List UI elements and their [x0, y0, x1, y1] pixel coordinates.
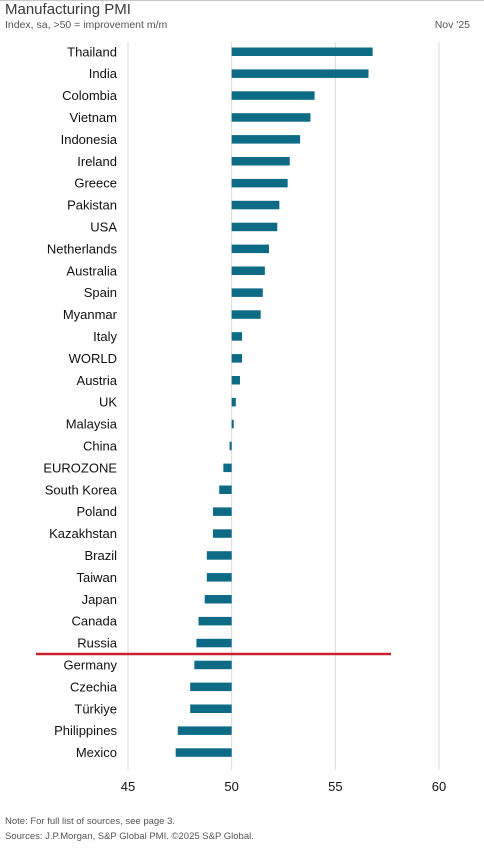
category-label: UK: [99, 395, 117, 410]
bar: [231, 47, 373, 56]
chart-title: Manufacturing PMI: [5, 1, 131, 18]
category-label: Russia: [77, 636, 118, 651]
category-label: Netherlands: [47, 241, 118, 256]
category-label: India: [89, 66, 118, 81]
bar: [175, 748, 232, 757]
bar: [204, 595, 232, 604]
bar: [196, 638, 232, 648]
bar: [190, 704, 232, 713]
bar: [223, 463, 232, 473]
category-label: Malaysia: [66, 417, 118, 432]
category-label: China: [83, 438, 118, 453]
category-label: Taiwan: [77, 570, 117, 585]
chart-subtitle: Index, sa, >50 = improvement m/m: [5, 19, 168, 31]
x-tick-label: 55: [328, 779, 342, 794]
bar: [231, 135, 301, 144]
bar: [231, 157, 290, 166]
x-axis-ticks: 45 50 55 60: [121, 779, 446, 794]
bar: [198, 616, 232, 626]
bar: [231, 222, 278, 232]
category-label: Pakistan: [67, 198, 117, 213]
category-label: Brazil: [84, 548, 117, 563]
category-label: Myanmar: [63, 307, 118, 322]
bar: [231, 376, 240, 385]
category-label: Spain: [84, 285, 117, 300]
bar: [190, 682, 232, 692]
category-label: WORLD: [69, 351, 117, 366]
x-tick-label: 45: [121, 779, 135, 794]
bar: [206, 551, 232, 560]
bar: [231, 178, 288, 188]
category-label: EUROZONE: [43, 460, 117, 475]
bar: [231, 419, 234, 429]
bar: [231, 91, 315, 100]
top-rule: [0, 0, 484, 1]
category-label: USA: [90, 219, 117, 234]
category-label: Canada: [71, 614, 117, 629]
category-label: South Korea: [45, 482, 118, 497]
category-label: Greece: [74, 176, 117, 191]
bar: [231, 266, 265, 275]
bar: [231, 354, 243, 363]
bar: [213, 507, 232, 516]
category-label: Germany: [64, 657, 118, 672]
category-label: Austria: [77, 373, 118, 388]
bars: [175, 47, 373, 757]
category-label: Philippines: [54, 723, 117, 738]
bar: [231, 332, 243, 341]
sources-text: Sources: J.P.Morgan, S&P Global PMI. ©20…: [5, 831, 254, 842]
category-label: Italy: [93, 329, 117, 344]
bar: [231, 244, 269, 254]
footnote: Note: For full list of sources, see page…: [5, 816, 176, 827]
x-tick-label: 50: [224, 779, 238, 794]
bar: [231, 310, 261, 319]
bar: [231, 69, 369, 78]
category-label: Vietnam: [70, 110, 117, 125]
bar: [231, 113, 311, 122]
bar: [231, 397, 236, 407]
category-label: Indonesia: [61, 132, 118, 147]
bar: [231, 288, 263, 297]
bar: [177, 726, 232, 735]
bar: [219, 485, 232, 494]
category-label: Kazakhstan: [49, 526, 117, 541]
bar: [213, 529, 232, 538]
category-label: Mexico: [76, 745, 117, 760]
category-label: Japan: [82, 592, 117, 607]
chart-date: Nov '25: [434, 19, 470, 31]
gridlines: [127, 42, 440, 770]
category-label: Czechia: [70, 679, 118, 694]
bar: [194, 660, 232, 670]
category-label: Australia: [66, 263, 117, 278]
category-label: Poland: [77, 504, 117, 519]
bar: [231, 200, 280, 210]
category-labels: Thailand India Colombia Vietnam Indonesia Ire…: [43, 44, 117, 760]
category-label: Ireland: [77, 154, 117, 169]
x-tick-label: 60: [432, 779, 446, 794]
bar-chart: Thailand India Colombia Vietnam Indonesia Ire…: [36, 42, 446, 794]
category-label: Thailand: [67, 44, 117, 59]
category-label: Türkiye: [74, 701, 117, 716]
category-label: Colombia: [62, 88, 118, 103]
bar: [229, 441, 232, 451]
bar: [206, 573, 232, 582]
